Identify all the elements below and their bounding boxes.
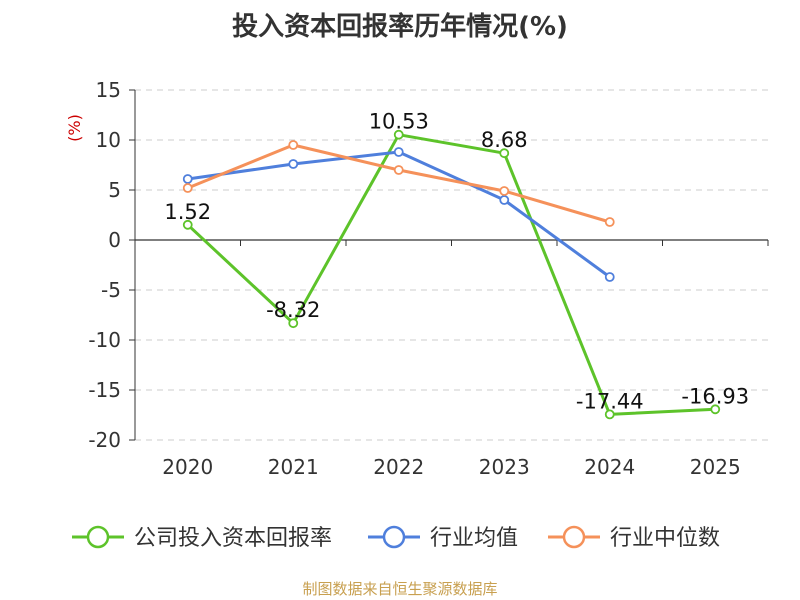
y-tick-label: 0: [108, 228, 121, 252]
data-point[interactable]: [288, 140, 299, 150]
data-label: -16.93: [681, 384, 749, 408]
data-label: 10.53: [369, 110, 429, 134]
y-tick-label: -20: [88, 428, 121, 452]
data-point[interactable]: [499, 186, 510, 196]
data-point[interactable]: [182, 174, 193, 184]
data-point[interactable]: [288, 318, 299, 329]
series-lines: [182, 129, 721, 420]
data-label: -8.32: [266, 298, 320, 322]
y-tick-label: -5: [101, 278, 121, 302]
data-point[interactable]: [499, 195, 510, 205]
y-tick-label: 5: [108, 178, 121, 202]
data-label: 8.68: [481, 128, 528, 152]
data-point[interactable]: [604, 409, 615, 420]
x-tick-label: 2021: [268, 455, 319, 479]
y-tick-label: -10: [88, 328, 121, 352]
legend-marker[interactable]: [382, 525, 406, 549]
data-labels: 1.52 -8.32 10.53 8.68 -17.44 -16.93: [164, 110, 749, 414]
data-point[interactable]: [182, 183, 193, 193]
legend-marker[interactable]: [86, 525, 110, 549]
y-tick-label: 10: [96, 128, 121, 152]
legend-label[interactable]: 行业均值: [430, 526, 518, 551]
x-tick-label: 2020: [162, 455, 213, 479]
data-point[interactable]: [499, 148, 510, 159]
data-point[interactable]: [710, 404, 721, 415]
series-line: [186, 133, 716, 416]
data-label: 1.52: [164, 200, 211, 224]
data-point[interactable]: [604, 272, 615, 282]
x-tick-label: 2023: [479, 455, 530, 479]
y-axis-label: (%): [65, 114, 84, 142]
x-tick-label: 2024: [584, 455, 635, 479]
data-point[interactable]: [182, 219, 193, 230]
x-tick-label: 2025: [690, 455, 741, 479]
legend: 公司投入资本回报率 行业均值 行业中位数: [72, 525, 720, 551]
data-point[interactable]: [604, 217, 615, 227]
data-point[interactable]: [393, 129, 404, 140]
y-tick-label: -15: [88, 378, 121, 402]
data-label: -17.44: [576, 389, 644, 413]
axes: 15 10 5 0 -5 -10 -15 -20 (%) 2020 2021 2022 2023 2024…: [65, 78, 769, 479]
chart-title: 投入资本回报率历年情况(%): [232, 12, 568, 42]
data-point[interactable]: [393, 165, 404, 175]
data-point[interactable]: [288, 159, 299, 169]
y-tick-label: 15: [96, 78, 121, 102]
x-tick-label: 2022: [373, 455, 424, 479]
data-point[interactable]: [393, 147, 404, 157]
legend-label[interactable]: 公司投入资本回报率: [134, 526, 332, 551]
legend-label[interactable]: 行业中位数: [610, 526, 720, 551]
source-note: 制图数据来自恒生聚源数据库: [302, 580, 498, 598]
legend-marker[interactable]: [562, 525, 586, 549]
